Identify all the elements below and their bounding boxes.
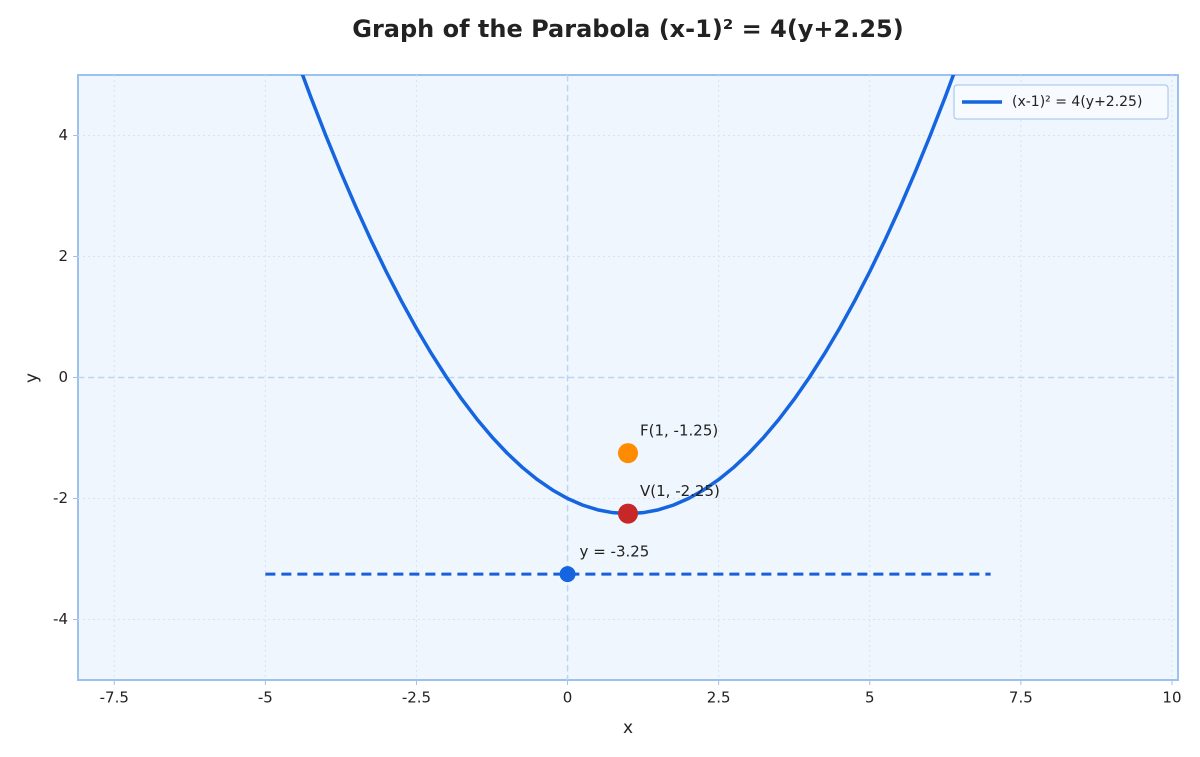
point-marker — [618, 503, 638, 524]
y-tick-label: 0 — [58, 368, 68, 386]
point-marker — [559, 566, 576, 583]
point-label: y = -3.25 — [580, 543, 650, 561]
x-tick-label: 5 — [865, 689, 875, 707]
y-axis-label: y — [22, 373, 42, 383]
x-tick-label: 10 — [1162, 689, 1181, 707]
legend-box — [953, 84, 1169, 120]
x-tick-label: 0 — [563, 689, 573, 707]
x-tick-label: -7.5 — [100, 689, 129, 707]
y-tick-label: -2 — [53, 489, 68, 507]
y-tick-label: 4 — [58, 126, 68, 144]
chart-title: Graph of the Parabola (x-1)² = 4(y+2.25) — [352, 15, 903, 43]
x-axis-label: x — [623, 718, 633, 738]
x-tick-label: 2.5 — [707, 689, 731, 707]
point-label: F(1, -1.25) — [640, 422, 718, 440]
y-tick-label: -4 — [53, 610, 68, 628]
x-tick-label: -2.5 — [402, 689, 431, 707]
point-marker — [618, 443, 638, 464]
y-tick-label: 2 — [58, 247, 68, 265]
plot-layer — [78, 75, 1178, 680]
point-label: V(1, -2.25) — [640, 482, 720, 500]
legend-label: (x-1)² = 4(y+2.25) — [1012, 94, 1142, 110]
x-tick-label: 7.5 — [1009, 689, 1033, 707]
x-tick-label: -5 — [258, 689, 273, 707]
legend: (x-1)² = 4(y+2.25) — [953, 84, 1169, 120]
